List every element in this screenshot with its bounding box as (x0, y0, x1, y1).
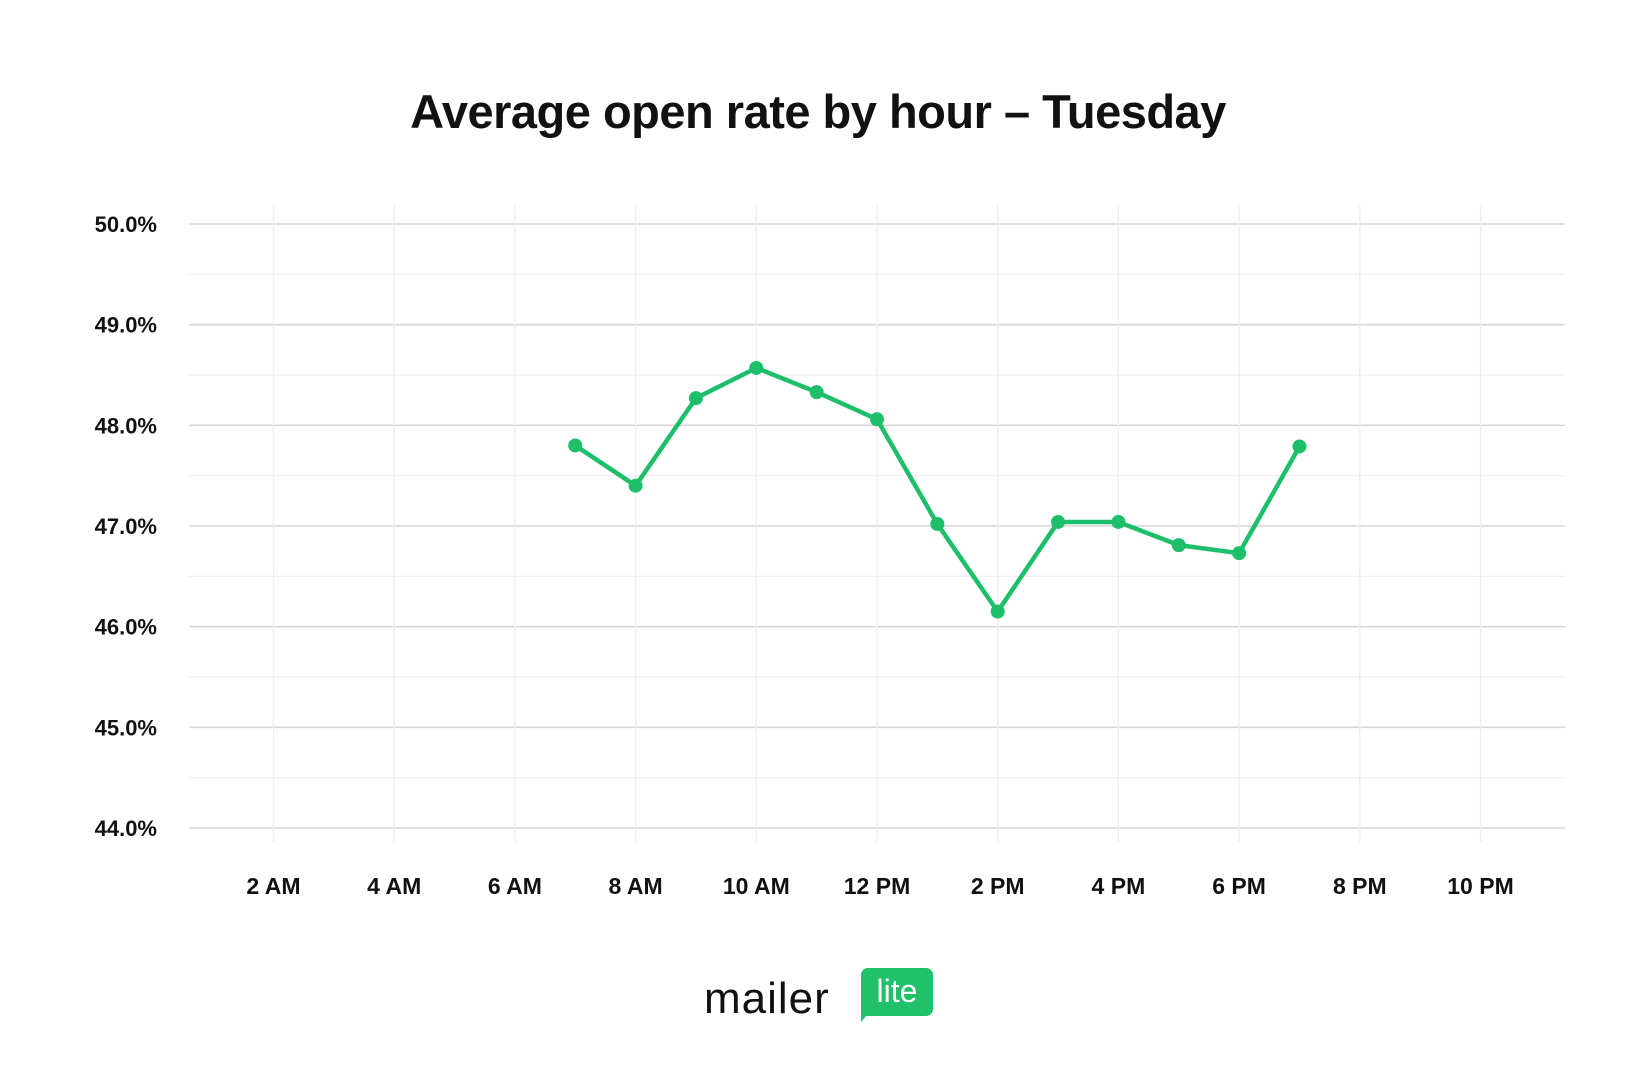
x-tick-label: 12 PM (844, 873, 910, 899)
x-tick-label: 6 AM (488, 873, 542, 899)
chart-title: Average open rate by hour – Tuesday (410, 85, 1226, 138)
x-tick-label: 6 PM (1212, 873, 1266, 899)
x-tick-label: 2 PM (971, 873, 1025, 899)
grid (189, 205, 1565, 842)
series (568, 360, 1307, 619)
logo-badge: lite (861, 968, 933, 1016)
data-point (930, 516, 945, 531)
series-line (573, 365, 1302, 614)
logo-word: mailer (704, 974, 830, 1023)
y-tick-label: 47.0% (95, 514, 157, 539)
data-point (628, 478, 643, 493)
y-tick-label: 50.0% (95, 212, 157, 237)
x-tick-label: 8 AM (609, 873, 663, 899)
data-point (1171, 538, 1186, 553)
y-tick-label: 48.0% (95, 413, 157, 438)
data-point (1051, 514, 1066, 529)
y-tick-label: 49.0% (95, 313, 157, 338)
y-tick-label: 45.0% (95, 715, 157, 740)
x-tick-label: 4 AM (367, 873, 421, 899)
data-point (568, 438, 583, 453)
data-point (1292, 439, 1307, 454)
data-point (809, 385, 824, 400)
x-tick-label: 4 PM (1092, 873, 1146, 899)
x-tick-label: 10 AM (723, 873, 790, 899)
y-axis: 50.0% 49.0% 48.0% 47.0% 46.0% 45.0% 44.0% (95, 212, 157, 841)
x-tick-label: 8 PM (1333, 873, 1387, 899)
mailerlite-logo: mailer lite (700, 958, 940, 1028)
x-axis: 2 AM 4 AM 6 AM 8 AM 10 AM 12 PM 2 PM 4 PM 6 PM 8 … (246, 873, 1513, 899)
data-point (749, 360, 764, 375)
data-point (990, 604, 1005, 619)
y-tick-label: 46.0% (95, 615, 157, 640)
y-tick-label: 44.0% (95, 816, 157, 841)
x-tick-label: 10 PM (1447, 873, 1513, 899)
data-point (688, 391, 703, 406)
data-point (870, 412, 884, 427)
data-point (1111, 514, 1126, 529)
data-point (1232, 546, 1247, 561)
x-tick-label: 2 AM (246, 873, 300, 899)
